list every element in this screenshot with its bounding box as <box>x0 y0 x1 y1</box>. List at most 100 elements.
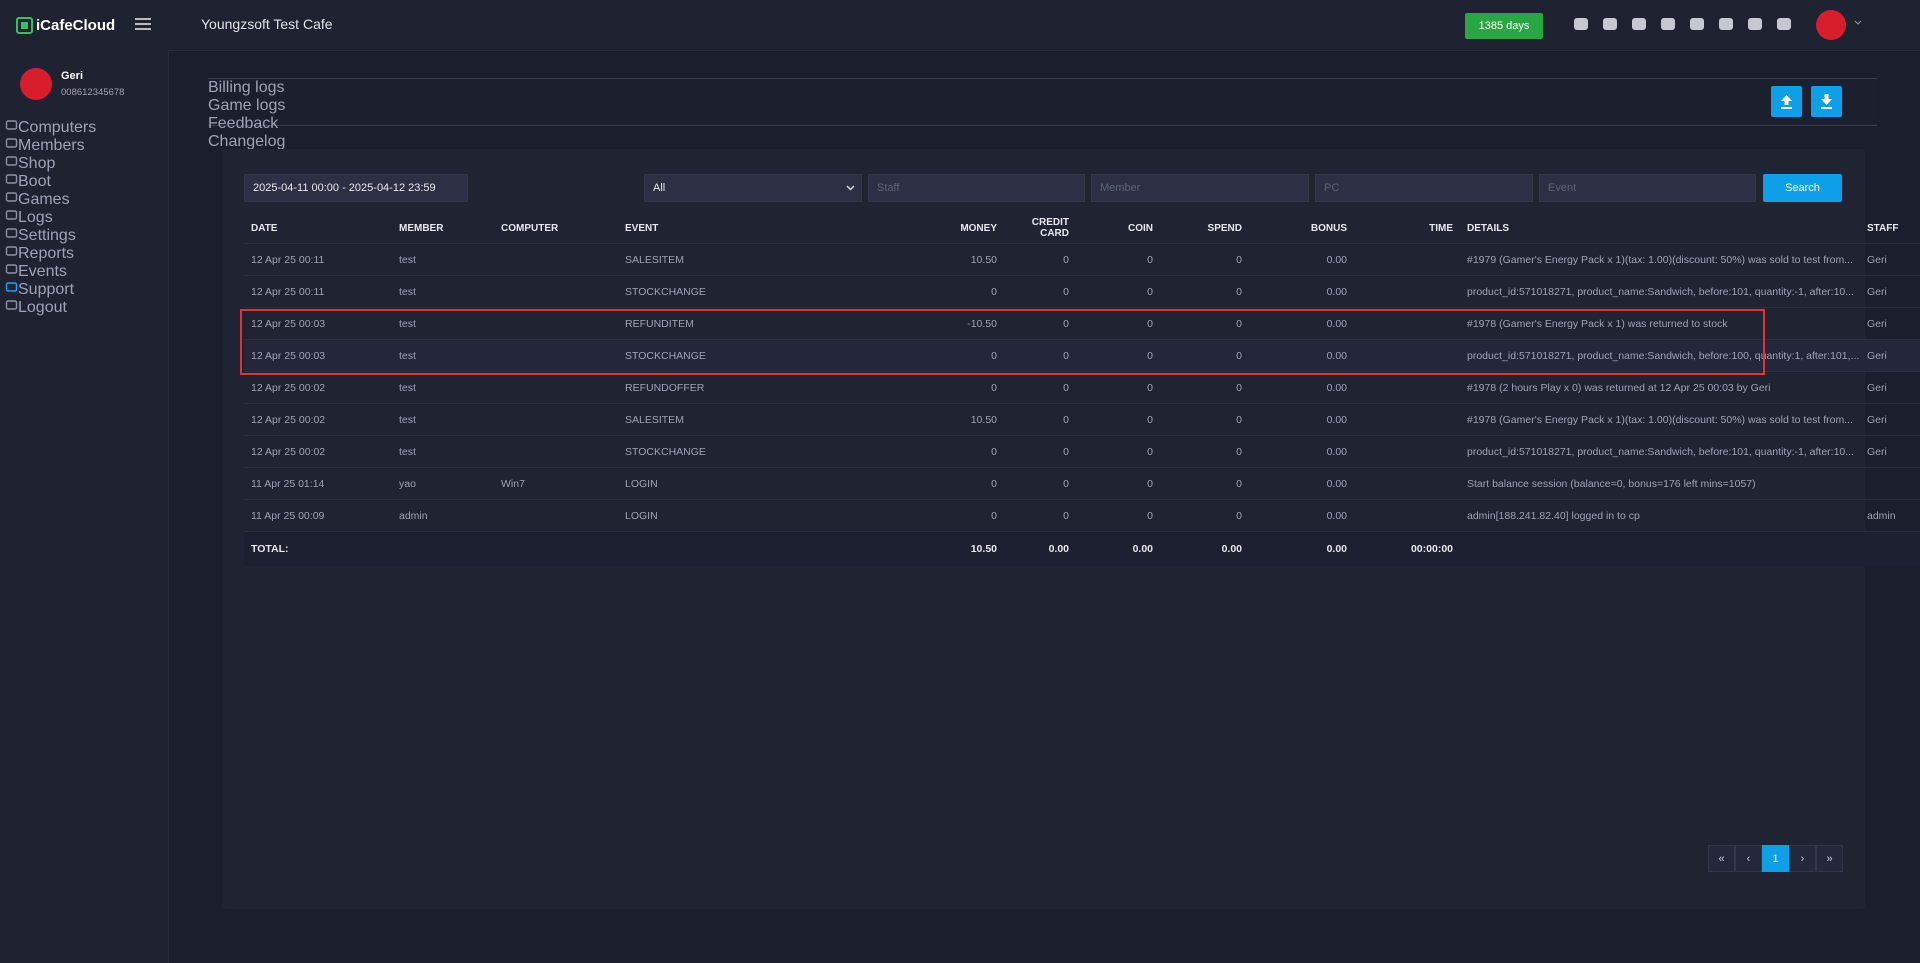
nav-item[interactable]: Reports <box>5 245 168 263</box>
total-cell <box>1460 531 1860 566</box>
cell <box>494 275 618 308</box>
total-cell: TOTAL: <box>244 531 392 566</box>
table-row[interactable]: 12 Apr 25 00:11 test STOCKCHANGE 0 0 0 0 0.00 pr… <box>244 275 1920 308</box>
staff-input[interactable]: Staff <box>868 174 1085 202</box>
page-button[interactable]: › <box>1789 845 1816 872</box>
cell: admin <box>392 499 494 532</box>
top-icon[interactable] <box>1775 15 1793 33</box>
chevron[interactable] <box>1854 20 1862 26</box>
cafe-title: Youngzsoft Test Cafe <box>201 16 333 32</box>
nav-item[interactable]: Settings <box>5 227 168 245</box>
top-icon[interactable] <box>1601 15 1619 33</box>
page-button[interactable]: « <box>1708 845 1735 872</box>
cell: 0 <box>1160 307 1249 340</box>
table-row[interactable]: 11 Apr 25 00:09 admin LOGIN 0 0 0 0 0.00 admin[1… <box>244 499 1920 532</box>
total-cell: 0.00 <box>1160 531 1249 566</box>
nav-item[interactable]: Events <box>5 263 168 281</box>
nav-item[interactable]: Games <box>5 191 168 209</box>
cell: Geri <box>1860 307 1920 340</box>
nav-item[interactable]: Support <box>5 281 168 299</box>
tab[interactable]: Changelog <box>208 133 286 150</box>
panel: 2025-04-11 00:00 - 2025-04-12 23:59 All … <box>222 149 1920 909</box>
cell: product_id:571018271, product_name:Sandw… <box>1460 339 1860 372</box>
cell: LOGIN <box>618 499 861 532</box>
cell: 0.00 <box>1249 435 1354 468</box>
total-row: TOTAL: 10.50 0.00 0.00 0.00 0.00 00:00:00 <box>244 531 1920 566</box>
cell: 0 <box>1076 339 1160 372</box>
cell: 0 <box>861 467 1004 500</box>
download-button[interactable] <box>1811 86 1842 117</box>
top-icon[interactable] <box>1746 15 1764 33</box>
cell: 0 <box>1160 499 1249 532</box>
cell: yao <box>392 467 494 500</box>
nav-item[interactable]: Computers <box>5 119 168 137</box>
table-row[interactable]: 12 Apr 25 00:11 test SALESITEM 10.50 0 0 0 0.00… <box>244 243 1920 276</box>
cell: 11 Apr 25 00:09 <box>244 499 392 532</box>
nav-icon <box>5 282 18 292</box>
nav-icon <box>5 210 18 220</box>
tab[interactable]: Billing logs <box>208 79 285 96</box>
cell: test <box>392 243 494 276</box>
nav-item[interactable]: Logs <box>5 209 168 227</box>
table-row[interactable]: 11 Apr 25 01:14 yao Win7 LOGIN 0 0 0 0 0.00 Start… <box>244 467 1920 500</box>
cell <box>1354 275 1460 308</box>
table-row[interactable]: 12 Apr 25 00:02 test REFUNDOFFER 0 0 0 0 0.00 #1… <box>244 371 1920 404</box>
cell: 0.00 <box>1249 339 1354 372</box>
upload-button[interactable] <box>1771 86 1802 117</box>
cell: test <box>392 275 494 308</box>
nav-item[interactable]: Members <box>5 137 168 155</box>
header-row: DATE MEMBER COMPUTER EVENT MONEY CREDIT CARD C… <box>244 213 1920 244</box>
top-icon[interactable] <box>1659 15 1677 33</box>
top-icons <box>1572 15 1793 33</box>
cell: 0 <box>1076 435 1160 468</box>
table-row[interactable]: 12 Apr 25 00:02 test SALESITEM 10.50 0 0 0 0.00… <box>244 403 1920 436</box>
top-icon[interactable] <box>1630 15 1648 33</box>
top-icon[interactable] <box>1717 15 1735 33</box>
upload-icon <box>1781 95 1792 109</box>
date-range[interactable]: 2025-04-11 00:00 - 2025-04-12 23:59 <box>244 174 468 202</box>
nav-icon <box>5 246 18 256</box>
tab[interactable]: Game logs <box>208 97 286 114</box>
nav-item[interactable]: Shop <box>5 155 168 173</box>
nav-item[interactable]: Logout <box>5 299 168 317</box>
nav-label: Logout <box>18 299 67 316</box>
cell: #1978 (Gamer's Energy Pack x 1) was retu… <box>1460 307 1860 340</box>
cell <box>1354 371 1460 404</box>
member-input[interactable]: Member <box>1091 174 1309 202</box>
search-button[interactable]: Search <box>1763 174 1842 202</box>
top-icon[interactable] <box>1688 15 1706 33</box>
top-avatar[interactable] <box>1816 10 1846 40</box>
page-button[interactable]: 1 <box>1762 845 1789 872</box>
select-arrow <box>846 185 855 191</box>
tabs: Billing logs Game logs Feedback Changelog <box>208 78 1877 150</box>
page-button[interactable]: » <box>1816 845 1843 872</box>
cell: STOCKCHANGE <box>618 275 861 308</box>
cell: admin[188.241.82.40] logged in to cp <box>1460 499 1860 532</box>
table-row[interactable]: 12 Apr 25 00:03 test REFUNDITEM -10.50 0 0 0 0.… <box>244 307 1920 340</box>
type-select[interactable]: All <box>644 174 862 202</box>
cell: 0 <box>861 275 1004 308</box>
cell: REFUNDOFFER <box>618 371 861 404</box>
pc-input[interactable]: PC <box>1315 174 1533 202</box>
cell: #1979 (Gamer's Energy Pack x 1)(tax: 1.0… <box>1460 243 1860 276</box>
total-cell <box>618 531 861 566</box>
logo[interactable]: iCafeCloud <box>16 15 115 35</box>
menu-toggle[interactable] <box>135 17 151 31</box>
top-icon[interactable] <box>1572 15 1590 33</box>
cell: test <box>392 403 494 436</box>
cell: 0 <box>1160 339 1249 372</box>
cell: 0 <box>1004 243 1076 276</box>
cell: Geri <box>1860 403 1920 436</box>
days-badge[interactable]: 1385 days <box>1465 13 1543 39</box>
cell: 11 Apr 25 01:14 <box>244 467 392 500</box>
nav-item[interactable]: Boot <box>5 173 168 191</box>
tab[interactable]: Feedback <box>208 115 279 132</box>
table-row[interactable]: 12 Apr 25 00:02 test STOCKCHANGE 0 0 0 0 0.00 pr… <box>244 435 1920 468</box>
logo-text: iCafeCloud <box>36 16 116 34</box>
table-head: DATE MEMBER COMPUTER EVENT MONEY CREDIT CARD C… <box>244 213 1920 244</box>
event-input[interactable]: Event <box>1539 174 1756 202</box>
table-row[interactable]: 12 Apr 25 00:03 test STOCKCHANGE 0 0 0 0 0.00 pr… <box>244 339 1920 372</box>
page-button[interactable]: ‹ <box>1735 845 1762 872</box>
column-header: DATE <box>251 222 278 234</box>
cell: 0 <box>1004 467 1076 500</box>
